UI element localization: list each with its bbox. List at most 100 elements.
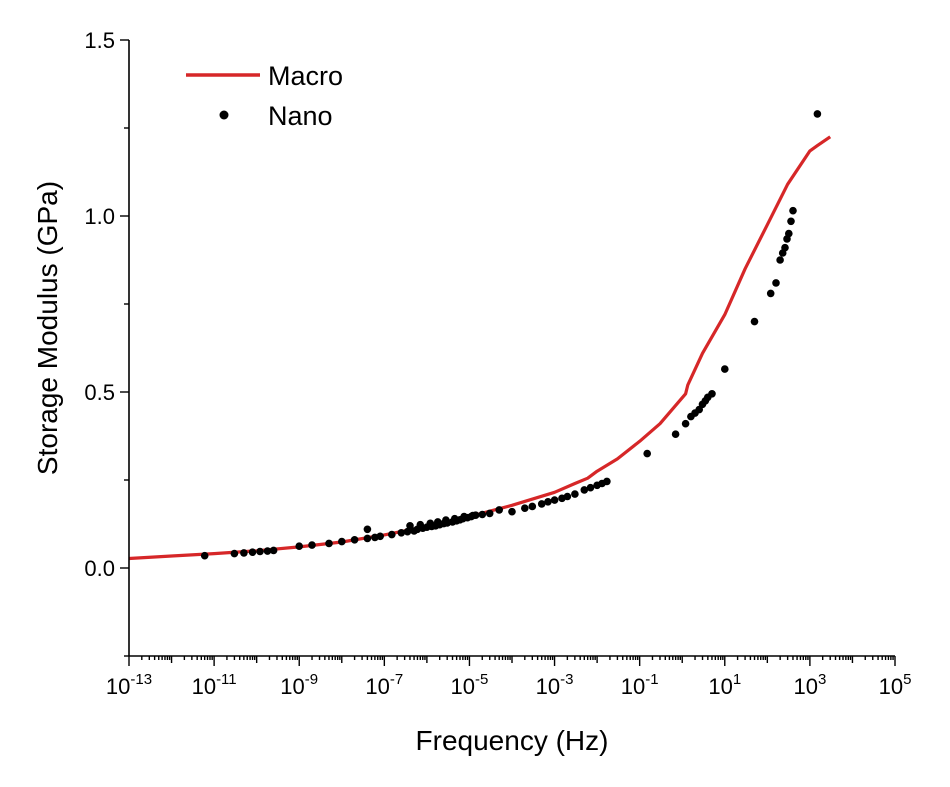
nano-data-point [813,110,822,118]
x-tick-exponent: -11 [216,671,237,688]
x-tick-base: 10 [106,674,130,699]
y-tick-label: 1.5 [84,28,115,53]
nano-data-point [363,534,372,543]
y-tick-label: 1.0 [84,204,115,229]
x-axis-title: Frequency (Hz) [416,725,609,756]
nano-data-point [550,496,559,504]
nano-data-point [248,548,257,556]
x-tick-label: 10-7 [365,671,403,699]
x-tick-exponent: 3 [818,671,826,688]
nano-data-point [563,492,572,501]
nano-data-point [416,520,425,529]
nano-data-point [263,547,272,555]
x-tick-label: 105 [879,671,912,699]
nano-data-point [426,519,435,528]
macro-series-line [128,135,832,561]
nano-data-point [537,500,546,508]
nano-data-point [766,289,775,298]
x-tick-exponent: -13 [130,671,152,688]
legend-nano-swatch [219,110,229,120]
x-tick-base: 10 [365,674,389,699]
x-tick-base: 10 [879,674,903,699]
legend-nano-label: Nano [268,101,333,131]
plot-area [128,110,832,561]
nano-data-point [571,490,579,498]
nano-data-point [403,527,412,536]
nano-data-point [772,279,780,287]
nano-data-point [789,206,797,215]
nano-data-point [781,243,789,252]
axes [128,40,895,657]
x-tick-exponent: -9 [305,671,318,688]
nano-data-point [495,506,504,514]
x-tick-exponent: -3 [560,671,573,688]
nano-data-point [469,511,477,520]
nano-data-point [528,502,537,511]
nano-data-point [521,504,529,512]
nano-data-point [240,549,248,557]
legend: Macro Nano [186,61,343,131]
nano-data-point [460,512,468,521]
nano-data-point [721,365,729,373]
x-tick-label: 10-9 [280,671,318,699]
nano-data-point [750,317,759,326]
x-tick-exponent: 5 [903,671,911,688]
nano-data-point [485,509,494,518]
nano-data-point [256,547,264,556]
legend-macro-label: Macro [268,61,343,91]
nano-data-point [338,537,346,546]
nano-data-point [442,516,450,524]
x-tick-base: 10 [793,674,817,699]
nano-data-point [787,217,795,226]
x-tick-exponent: -7 [390,671,403,688]
x-tick-base: 10 [451,674,475,699]
x-axis-ticks: 10-13 10-11 10-9 10-7 10-5 10-3 10-1 101 103 105 [106,656,912,699]
x-tick-base: 10 [708,674,732,699]
y-tick-label: 0.5 [84,380,115,405]
x-tick-label: 10-11 [192,671,237,699]
x-tick-base: 10 [536,674,560,699]
nano-data-point [643,449,651,458]
nano-data-point [708,390,716,398]
nano-data-point [603,477,611,486]
nano-data-point [308,541,316,549]
x-tick-exponent: -5 [475,671,488,688]
nano-data-point [681,419,690,428]
x-tick-label: 103 [793,671,826,699]
nano-data-point [776,256,784,264]
nano-data-point [580,486,589,494]
x-tick-label: 10-1 [621,671,659,699]
nano-data-point [200,551,209,560]
x-tick-label: 10-5 [451,671,489,699]
nano-data-point [397,529,406,537]
nano-data-point [350,536,359,544]
nano-data-point [785,229,793,238]
nano-data-point [478,510,487,519]
x-tick-label: 10-3 [536,671,574,699]
nano-data-point [269,546,278,555]
nano-data-point [544,498,552,506]
x-tick-label: 10-13 [106,671,152,699]
nano-data-point [586,483,595,492]
x-tick-exponent: -1 [645,671,658,688]
y-tick-label: 0.0 [84,556,115,581]
nano-data-point [376,532,385,541]
y-axis-ticks: 0.0 0.5 1.0 1.5 [84,28,129,657]
nano-data-point [295,542,304,550]
nano-data-point [388,530,396,539]
nano-data-point [450,514,459,523]
x-tick-base: 10 [192,674,216,699]
y-axis-title: Storage Modulus (GPa) [32,181,63,475]
nano-data-point [671,430,680,439]
nano-data-point [508,507,516,516]
x-tick-label: 101 [708,671,741,699]
nano-data-point [230,549,239,558]
nano-data-point [363,525,372,534]
x-tick-exponent: 1 [733,671,741,688]
nano-data-point [406,522,414,530]
nano-data-point [325,539,333,548]
x-tick-base: 10 [280,674,304,699]
x-tick-base: 10 [621,674,645,699]
nano-data-point [434,518,442,526]
